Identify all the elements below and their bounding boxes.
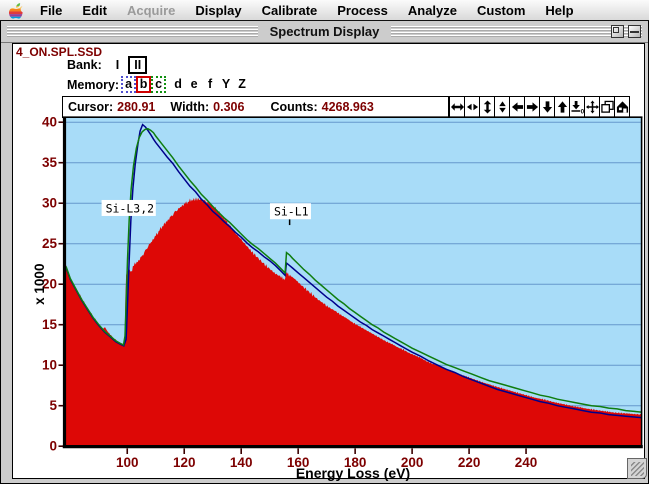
apple-menu-icon[interactable] <box>0 2 30 19</box>
svg-text:240: 240 <box>515 455 538 470</box>
pan-arrows-icon <box>585 100 599 114</box>
svg-text:5: 5 <box>49 398 57 413</box>
plot-frame <box>62 116 643 449</box>
svg-text:30: 30 <box>42 196 57 211</box>
edge-label-si-l1: Si-L1 <box>269 203 311 220</box>
v-expand-icon <box>483 100 491 114</box>
memory-c-fit <box>66 127 642 413</box>
y-axis-ticks: 0 5 10 15 20 25 30 35 40 <box>42 115 63 454</box>
memory-slot-a[interactable]: a <box>121 76 137 93</box>
svg-text:35: 35 <box>42 155 58 170</box>
home-icon <box>616 101 628 113</box>
v-arrows-small-icon <box>498 101 506 113</box>
overlapping-windows-icon <box>600 100 614 113</box>
spectrum-file-label: 4_ON.SPL.SSD <box>16 45 103 59</box>
svg-text:Si-L3,2: Si-L3,2 <box>106 201 154 215</box>
spectrum-chart[interactable]: 100 120 140 160 180 200 220 240 0 5 10 15 20 25 30 35 40… <box>32 110 649 482</box>
counts-label: Counts: <box>270 100 318 114</box>
menu-item-help[interactable]: Help <box>545 2 574 18</box>
menu-item-acquire: Acquire <box>126 2 176 18</box>
memory-a-fit <box>66 123 642 419</box>
window-resize-grip[interactable] <box>627 458 647 479</box>
svg-text:25: 25 <box>42 236 58 251</box>
memory-slot-b[interactable]: b <box>136 76 152 93</box>
arrow-up-icon <box>557 101 567 113</box>
menu-item-file[interactable]: File <box>40 2 63 18</box>
memory-label: Memory: <box>67 77 120 92</box>
width-value: 0.306 <box>213 100 245 114</box>
width-label: Width: <box>170 100 210 114</box>
down-to-zero-icon: 0 <box>570 100 584 115</box>
svg-text:Si-L1: Si-L1 <box>274 205 309 219</box>
x-axis-title: Energy Loss (eV) <box>296 465 410 481</box>
zoom-box-icon <box>613 27 619 33</box>
spectrum-display-window: Spectrum Display 4_ON.SPL.SSD Bank: I II … <box>0 21 649 484</box>
collapse-box-button[interactable] <box>628 25 641 38</box>
arrow-down-icon <box>542 101 552 113</box>
svg-text:180: 180 <box>344 455 367 470</box>
memory-b-spectrum <box>66 197 642 447</box>
bank-option-ii[interactable]: II <box>128 56 148 74</box>
svg-text:140: 140 <box>230 455 253 470</box>
y-axis-title: x 1000 <box>32 264 47 305</box>
memory-slot-f[interactable]: f <box>208 77 213 91</box>
svg-text:10: 10 <box>42 358 57 373</box>
window-title: Spectrum Display <box>257 24 392 39</box>
menu-item-display[interactable]: Display <box>195 2 242 18</box>
svg-text:100: 100 <box>116 455 139 470</box>
x-axis-ticks: 100 120 140 160 180 200 220 240 <box>116 448 537 470</box>
svg-text:0: 0 <box>49 439 57 454</box>
memory-slot-d[interactable]: d <box>174 77 182 91</box>
h-expand-icon <box>450 103 464 111</box>
menu-item-calibrate[interactable]: Calibrate <box>261 2 318 18</box>
menu-item-edit[interactable]: Edit <box>82 2 107 18</box>
svg-text:40: 40 <box>42 115 57 130</box>
bank-option-i[interactable]: I <box>115 58 120 72</box>
arrow-left-icon <box>511 102 523 112</box>
svg-text:120: 120 <box>173 455 196 470</box>
home-view-button[interactable] <box>614 96 630 118</box>
counts-value: 4268.963 <box>321 100 374 114</box>
bank-label: Bank: <box>67 58 102 72</box>
memory-slot-e[interactable]: e <box>190 77 198 91</box>
resize-grip-hatch <box>631 462 644 476</box>
arrow-right-icon <box>526 102 538 112</box>
memory-slot-Z[interactable]: Z <box>238 77 246 91</box>
svg-text:220: 220 <box>458 455 481 470</box>
menu-item-process[interactable]: Process <box>337 2 388 18</box>
menu-items: File Edit Acquire Display Calibrate Process An… <box>30 3 584 18</box>
svg-text:0: 0 <box>580 110 583 115</box>
bank-options: I II <box>110 56 150 74</box>
menu-item-custom[interactable]: Custom <box>477 2 526 18</box>
svg-text:160: 160 <box>287 455 310 470</box>
svg-text:200: 200 <box>401 455 424 470</box>
svg-text:15: 15 <box>42 317 58 332</box>
edge-label-si-l3-2: Si-L3,2 <box>101 199 156 216</box>
cursor-value: 280.91 <box>117 100 156 114</box>
svg-text:20: 20 <box>42 277 57 292</box>
memory-slot-c[interactable]: c <box>151 76 167 93</box>
h-arrows-small-icon <box>466 103 478 111</box>
bank-row: Bank: I II <box>67 56 150 74</box>
cursor-label: Cursor: <box>68 100 114 114</box>
window-title-bar[interactable]: Spectrum Display <box>1 21 648 43</box>
collapse-box-icon <box>630 31 639 33</box>
menu-bar: File Edit Acquire Display Calibrate Process An… <box>0 0 649 21</box>
memory-slot-Y[interactable]: Y <box>221 77 231 91</box>
menu-item-analyze[interactable]: Analyze <box>407 2 457 18</box>
zoom-box-button[interactable] <box>611 25 624 38</box>
